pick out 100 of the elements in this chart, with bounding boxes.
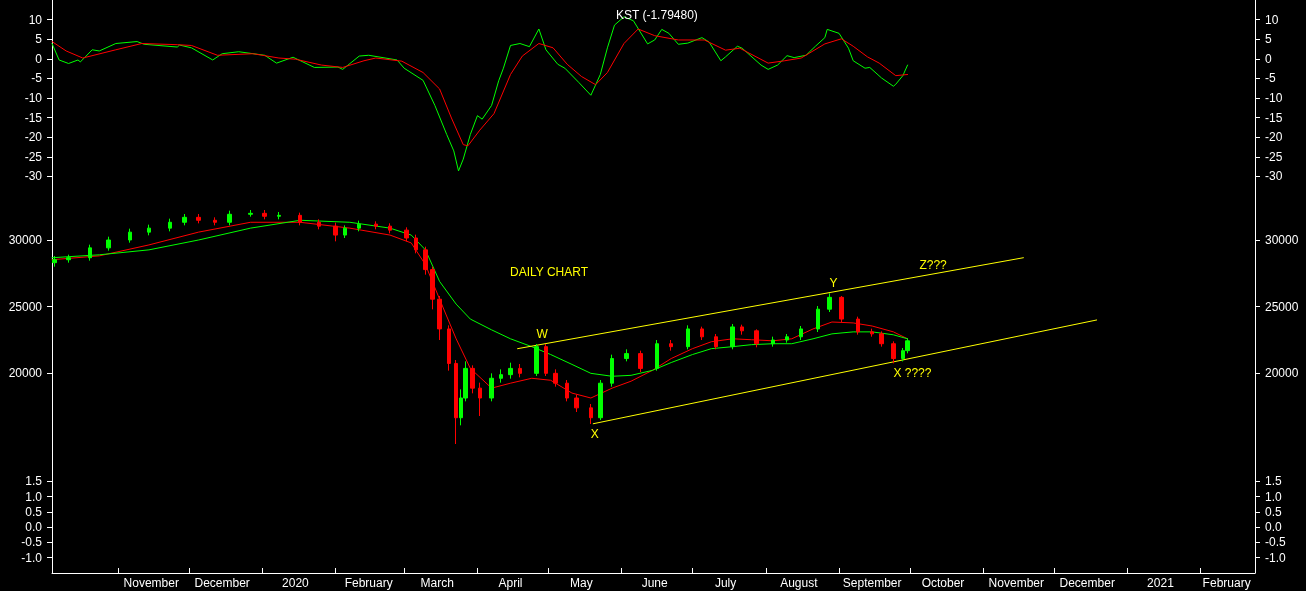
x-tick-label: November bbox=[123, 576, 179, 590]
y2-tick-label: 20000 bbox=[1265, 366, 1299, 381]
x-tick-label: July bbox=[714, 576, 737, 590]
candlestick bbox=[262, 209, 267, 220]
candlestick bbox=[508, 362, 513, 380]
candlestick bbox=[771, 336, 775, 348]
candlestick bbox=[544, 343, 548, 377]
candlestick bbox=[454, 359, 458, 445]
y2-tick-label: 0 bbox=[1265, 51, 1272, 66]
y-tick-label: -0.5 bbox=[21, 535, 43, 550]
y2-tick-label: 1.5 bbox=[1265, 474, 1283, 489]
annotation: X ???? bbox=[893, 366, 932, 381]
y-tick-label: 0.5 bbox=[25, 504, 43, 519]
x-tick-label: September bbox=[842, 576, 902, 590]
candlestick bbox=[147, 224, 151, 236]
candlestick bbox=[785, 333, 789, 344]
x-tick-label: 2021 bbox=[1147, 576, 1175, 590]
candlestick bbox=[227, 210, 232, 226]
y2-tick-label: 0.0 bbox=[1265, 520, 1283, 535]
y2-tick-label: -0.5 bbox=[1265, 535, 1286, 550]
candlestick bbox=[196, 213, 201, 224]
candlestick bbox=[754, 328, 759, 348]
y2-tick-label: -20 bbox=[1265, 130, 1283, 145]
candlestick bbox=[816, 305, 820, 333]
y2-tick-label: 30000 bbox=[1265, 233, 1299, 247]
annotation: Z??? bbox=[919, 257, 948, 272]
candlestick bbox=[714, 333, 718, 350]
candlestick bbox=[430, 266, 435, 310]
candlestick bbox=[470, 364, 475, 394]
candlestick bbox=[414, 234, 418, 254]
candlestick bbox=[518, 363, 522, 378]
candlestick bbox=[870, 328, 874, 338]
y2-tick-label: -25 bbox=[1265, 149, 1283, 164]
candlestick bbox=[839, 295, 844, 323]
candlestick bbox=[66, 254, 71, 264]
y2-tick-label: 1.0 bbox=[1265, 489, 1283, 504]
y-tick-label: -30 bbox=[24, 169, 43, 184]
y-tick-label: 1.0 bbox=[25, 489, 43, 504]
y-tick-label: 5 bbox=[35, 32, 43, 47]
y2-tick-label: 25000 bbox=[1265, 299, 1299, 314]
y2-tick-label: -15 bbox=[1265, 110, 1283, 125]
candlestick bbox=[638, 350, 643, 373]
candlestick bbox=[700, 326, 704, 341]
y-tick-label: -15 bbox=[24, 110, 43, 125]
candlestick bbox=[182, 213, 187, 226]
line-series bbox=[51, 28, 909, 147]
candlestick bbox=[891, 340, 896, 364]
x-tick-label: August bbox=[780, 576, 819, 590]
y-tick-label: -10 bbox=[24, 91, 43, 105]
candlestick bbox=[740, 324, 744, 336]
y-tick-label: -5 bbox=[31, 71, 43, 86]
x-tick-label: June bbox=[641, 576, 669, 590]
candlestick bbox=[447, 324, 451, 372]
y-tick-label: -20 bbox=[24, 130, 43, 145]
y-tick-label: -25 bbox=[24, 149, 43, 164]
y2-tick-label: 5 bbox=[1265, 32, 1272, 47]
candlestick bbox=[730, 323, 735, 350]
candlestick bbox=[423, 246, 428, 276]
candlestick bbox=[437, 295, 442, 341]
candlestick bbox=[374, 220, 378, 230]
candlestick bbox=[499, 368, 503, 384]
candlestick bbox=[799, 325, 803, 341]
y-tick-label: 30000 bbox=[8, 233, 43, 247]
y-tick-label: 0 bbox=[35, 51, 43, 66]
candlestick bbox=[589, 403, 593, 425]
x-tick-label: 2020 bbox=[282, 576, 310, 590]
candlestick bbox=[277, 211, 281, 220]
y2-tick-label: -5 bbox=[1265, 71, 1276, 86]
candlestick bbox=[343, 224, 347, 239]
x-tick-label: December bbox=[1059, 576, 1115, 590]
y-tick-label: 20000 bbox=[8, 366, 43, 381]
candlestick bbox=[856, 316, 860, 336]
candlestick bbox=[655, 339, 659, 372]
annotation: X bbox=[590, 427, 599, 441]
annotation: Y bbox=[829, 276, 838, 291]
candlestick bbox=[624, 348, 629, 362]
candlestick bbox=[248, 209, 253, 218]
annotation: DAILY CHART bbox=[510, 265, 589, 279]
y2-tick-label: 10 bbox=[1265, 12, 1279, 27]
candlestick bbox=[669, 339, 673, 352]
candlestick bbox=[489, 372, 494, 402]
candlestick bbox=[879, 330, 884, 348]
candlestick bbox=[213, 216, 217, 226]
x-tick-label: December bbox=[194, 576, 250, 590]
y-tick-label: 10 bbox=[28, 12, 43, 27]
candlestick bbox=[553, 368, 558, 388]
candlestick bbox=[168, 218, 172, 232]
candlestick bbox=[827, 292, 832, 313]
y2-tick-label: -30 bbox=[1265, 169, 1283, 184]
text: KST (-1.79480) bbox=[616, 8, 698, 22]
x-tick-label: February bbox=[344, 576, 393, 590]
candlestick bbox=[404, 226, 409, 242]
candlestick bbox=[128, 228, 132, 244]
candlestick bbox=[106, 236, 111, 252]
candlestick bbox=[686, 324, 690, 350]
y2-tick-label: 0.5 bbox=[1265, 504, 1283, 519]
candlestick bbox=[478, 382, 482, 417]
y-tick-label: 0.0 bbox=[25, 520, 43, 535]
candlestick bbox=[598, 379, 603, 421]
x-tick-label: May bbox=[570, 576, 593, 590]
